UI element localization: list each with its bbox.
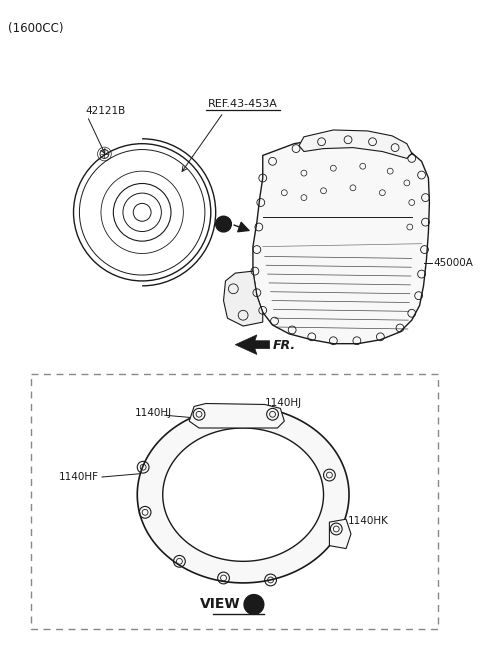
Text: 45000A: 45000A	[433, 258, 473, 268]
Circle shape	[244, 595, 264, 614]
Text: 1140HJ: 1140HJ	[264, 398, 302, 409]
Text: (1600CC): (1600CC)	[8, 22, 63, 35]
Text: REF.43-453A: REF.43-453A	[208, 100, 278, 110]
Polygon shape	[163, 428, 324, 562]
Text: VIEW: VIEW	[200, 598, 240, 611]
Polygon shape	[299, 130, 412, 158]
Polygon shape	[235, 335, 270, 354]
Polygon shape	[137, 407, 349, 583]
Text: A: A	[220, 220, 227, 228]
Polygon shape	[253, 137, 430, 344]
Bar	[31, 374, 438, 629]
Polygon shape	[189, 403, 284, 428]
Text: 1140HF: 1140HF	[59, 472, 99, 482]
Text: 1140HK: 1140HK	[348, 516, 389, 526]
Text: A: A	[250, 600, 258, 609]
Text: 1140HJ: 1140HJ	[135, 408, 172, 419]
Text: FR.: FR.	[273, 339, 296, 352]
Circle shape	[216, 216, 231, 232]
Polygon shape	[224, 271, 263, 326]
Text: 42121B: 42121B	[85, 106, 126, 116]
Polygon shape	[329, 519, 351, 548]
